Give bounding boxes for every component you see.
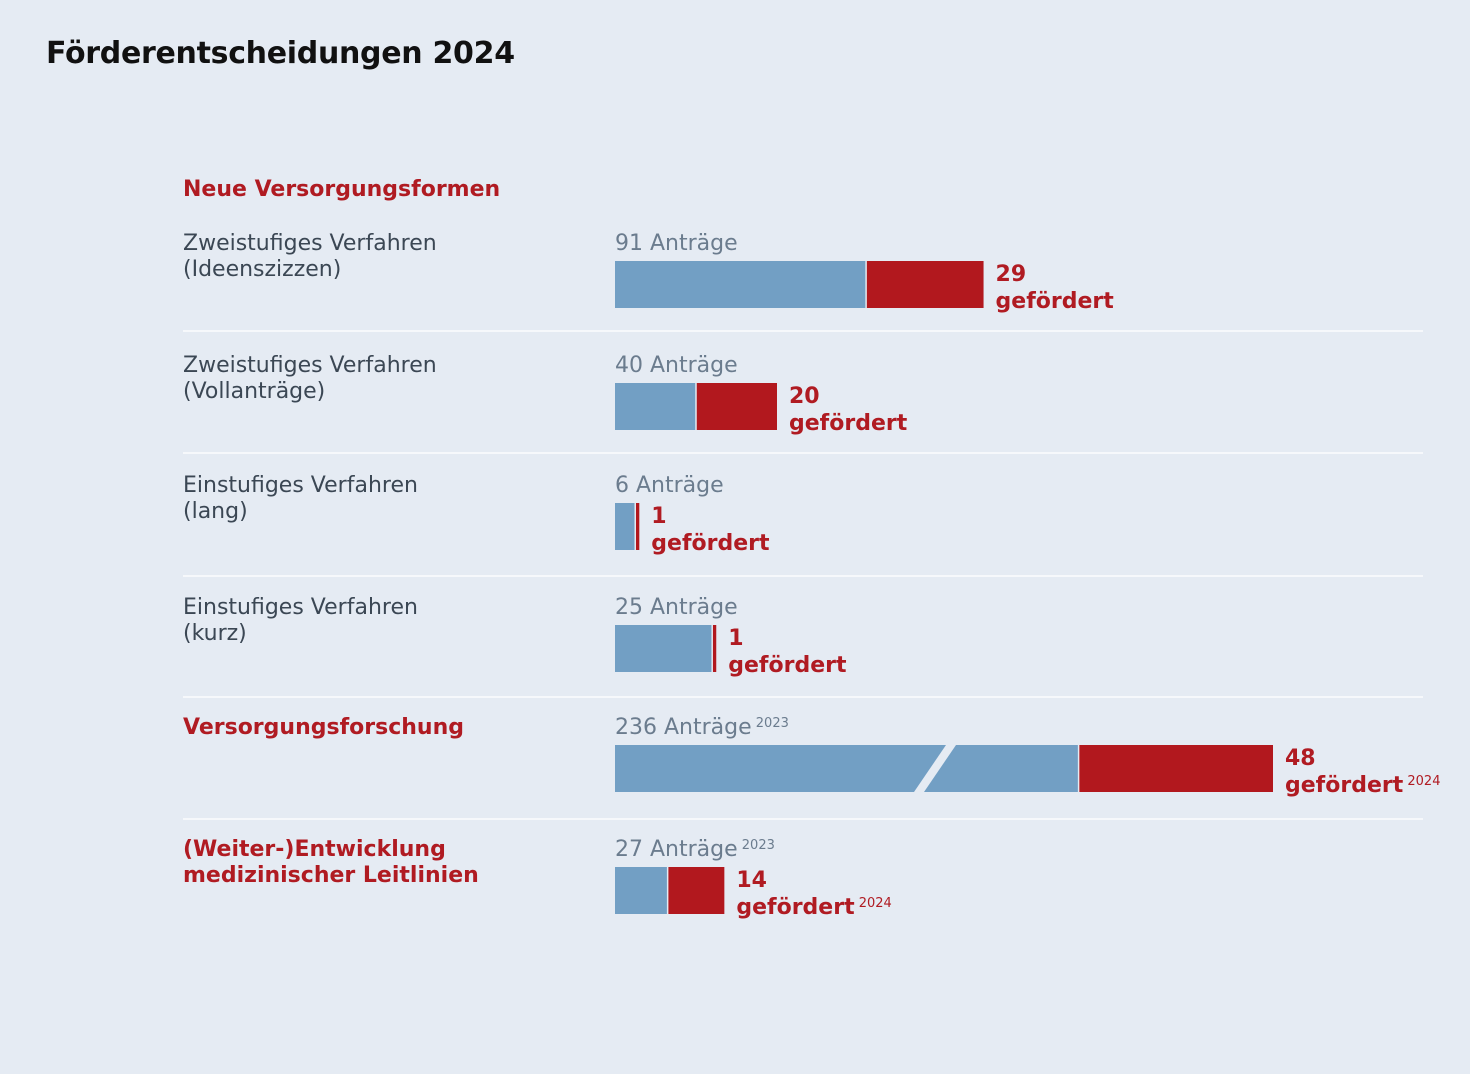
applications-bar	[924, 745, 1079, 792]
funded-bar	[712, 625, 717, 672]
funded-bar	[1078, 745, 1273, 792]
applications-label: 27 Anträge 2023	[615, 837, 775, 862]
applications-label: 25 Anträge	[615, 595, 738, 620]
row-label: Einstufiges Verfahren (lang)	[183, 473, 418, 524]
funded-label: 20 gefördert	[789, 384, 908, 436]
applications-label: 6 Anträge	[615, 473, 724, 498]
row-label: Zweistufiges Verfahren (Vollanträge)	[183, 353, 437, 404]
applications-bar	[615, 503, 636, 550]
applications-bar	[615, 261, 867, 308]
funded-label: 29 gefördert	[996, 262, 1115, 314]
funded-bar	[696, 383, 777, 430]
applications-bar	[615, 383, 696, 430]
funded-bar	[667, 867, 725, 914]
applications-bar	[615, 867, 668, 914]
section-heading: Neue Versorgungsformen	[183, 177, 500, 202]
applications-bar	[615, 625, 713, 672]
funded-label: 1 gefördert	[651, 504, 770, 556]
funded-bar	[635, 503, 640, 550]
applications-label: 40 Anträge	[615, 353, 738, 378]
row-label: Zweistufiges Verfahren (Ideenszizzen)	[183, 231, 437, 282]
funded-bar	[866, 261, 984, 308]
applications-bar	[615, 745, 946, 792]
funded-label: 1 gefördert	[728, 626, 847, 678]
funded-label: 14 gefördert 2024	[736, 868, 891, 920]
row-label: (Weiter-)Entwicklung medizinischer Leitli…	[183, 837, 479, 888]
chart-title: Förderentscheidungen 2024	[46, 36, 515, 71]
funded-label: 48 gefördert 2024	[1285, 746, 1440, 798]
row-label: Einstufiges Verfahren (kurz)	[183, 595, 418, 646]
row-label: Versorgungsforschung	[183, 715, 464, 740]
applications-label: 236 Anträge 2023	[615, 715, 789, 740]
applications-label: 91 Anträge	[615, 231, 738, 256]
